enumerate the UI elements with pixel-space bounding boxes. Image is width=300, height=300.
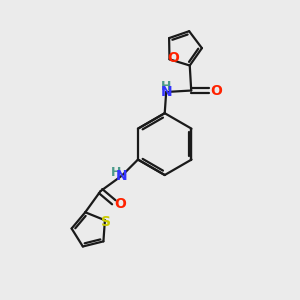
Text: H: H <box>111 166 121 179</box>
Text: O: O <box>167 51 179 65</box>
Text: S: S <box>101 215 111 229</box>
Text: N: N <box>116 169 127 183</box>
Text: O: O <box>114 197 126 211</box>
Text: H: H <box>161 80 171 93</box>
Text: O: O <box>210 83 222 98</box>
Text: N: N <box>160 85 172 99</box>
